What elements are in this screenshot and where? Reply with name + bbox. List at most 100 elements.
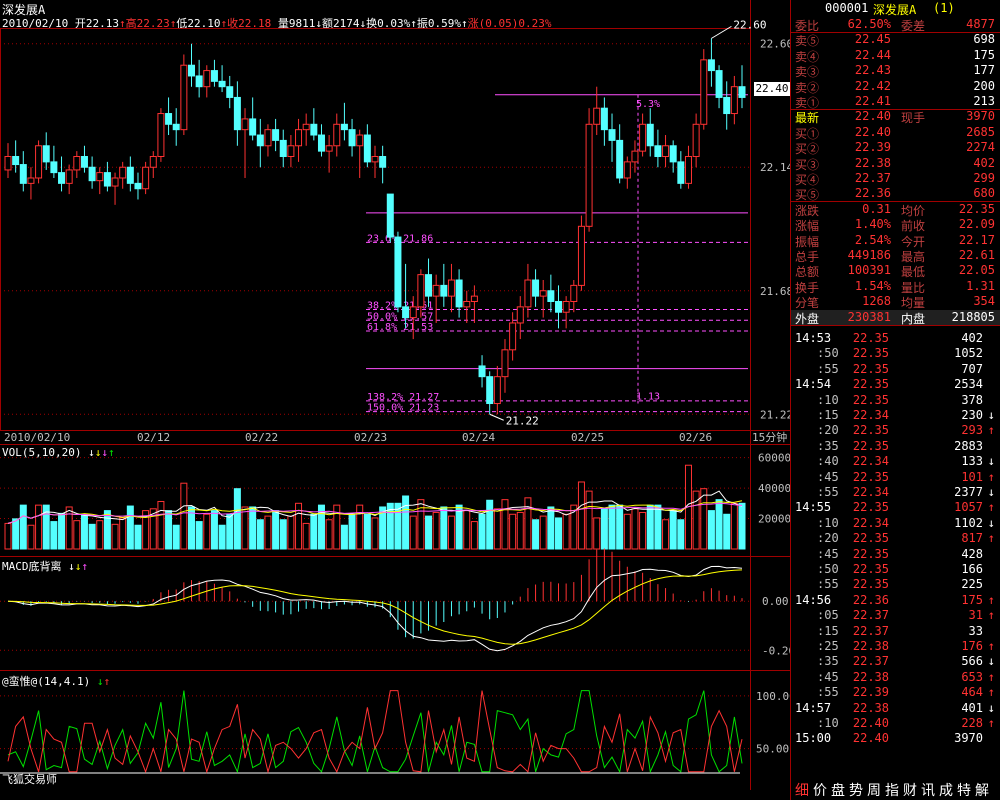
tick-volume: 176 <box>961 639 983 653</box>
open-value: 22.13 <box>85 17 119 30</box>
volume-bar <box>440 506 448 550</box>
volume-bar <box>463 510 471 550</box>
tick-row[interactable]: :35 22.35 2883 <box>791 439 1000 455</box>
tick-row[interactable]: 14:54 22.35 2534 <box>791 377 1000 393</box>
volume-bar <box>730 502 738 550</box>
stat-value: 22.05 <box>958 263 995 278</box>
ask-row: 卖③ 22.43 177 <box>791 63 1000 79</box>
tick-row[interactable]: 14:56 22.36 175 ↑ <box>791 593 1000 609</box>
tick-price: 22.35 <box>852 331 889 345</box>
tick-price: 22.37 <box>852 623 889 638</box>
tick-row[interactable]: :10 22.34 1102 ↓ <box>791 516 1000 532</box>
volume-bar <box>417 499 425 550</box>
tick-volume: 2534 <box>954 377 983 392</box>
tick-time: :50 <box>817 346 839 361</box>
tick-row[interactable]: :40 22.34 133 ↓ <box>791 454 1000 470</box>
down-arrow-icon: ↓ <box>987 454 995 469</box>
tick-row[interactable]: :55 22.35 707 <box>791 362 1000 378</box>
tab-3[interactable]: 势 <box>849 783 863 799</box>
up-arrow-icon: ↑ <box>987 639 995 653</box>
bid-volume: 402 <box>973 155 995 170</box>
tick-row[interactable]: :15 22.37 33 <box>791 624 1000 640</box>
bar-info: 2010/02/10 开22.13↑高22.23↑低22.10↑收22.18 量… <box>2 17 552 30</box>
candle-body <box>73 156 81 171</box>
tick-row[interactable]: :45 22.38 653 ↑ <box>791 670 1000 686</box>
candle-body <box>210 70 218 82</box>
volume-bar <box>295 502 303 550</box>
ask-volume: 175 <box>973 47 995 62</box>
tick-row[interactable]: 14:55 22.35 1057 ↑ <box>791 500 1000 516</box>
tick-row[interactable]: :05 22.37 31 ↑ <box>791 608 1000 624</box>
candle-body <box>532 279 540 297</box>
tick-row[interactable]: :55 22.34 2377 ↓ <box>791 485 1000 501</box>
low-label: 低 <box>176 17 188 30</box>
candle-body <box>394 236 402 308</box>
candle-body <box>547 290 555 302</box>
up-arrow-icon: ↑ <box>987 500 995 515</box>
stat-value: 1268 <box>862 294 891 309</box>
tab-9[interactable]: 特 <box>957 783 971 799</box>
date-tick-label: 02/24 <box>462 431 495 444</box>
chart-area[interactable]: 深发展A 2010/02/10 开22.13↑高22.23↑低22.10↑收22… <box>0 0 790 800</box>
tab-7[interactable]: 讯 <box>921 783 935 799</box>
tick-row[interactable]: :45 22.35 101 ↑ <box>791 470 1000 486</box>
tab-4[interactable]: 周 <box>867 783 881 799</box>
bid-price: 22.37 <box>854 171 891 185</box>
tick-time: :20 <box>817 423 839 438</box>
candle-body <box>58 172 66 184</box>
tick-volume: 3970 <box>954 731 983 746</box>
volume-bar <box>96 520 104 550</box>
tick-volume: 166 <box>961 562 983 576</box>
tick-volume: 428 <box>961 546 983 561</box>
tick-time: :45 <box>817 546 839 561</box>
tick-row[interactable]: :55 22.35 225 <box>791 577 1000 593</box>
tab-0[interactable]: 细 <box>795 783 809 799</box>
tick-price: 22.35 <box>852 361 889 376</box>
candle-body <box>402 306 410 319</box>
latest-value: 22.40 <box>854 109 891 124</box>
volume-bar <box>356 504 364 550</box>
tick-row[interactable]: 15:00 22.40 3970 <box>791 731 1000 747</box>
candle-body <box>325 145 333 152</box>
stat-value: 1.40% <box>854 217 891 232</box>
bid-row: 买① 22.40 2685 <box>791 125 1000 141</box>
tick-row[interactable]: :20 22.35 293 ↑ <box>791 423 1000 439</box>
tick-row[interactable]: :25 22.38 176 ↑ <box>791 639 1000 655</box>
tab-8[interactable]: 成 <box>939 783 953 799</box>
volume-bar <box>241 506 249 550</box>
ask-price: 22.43 <box>854 63 891 78</box>
tick-row[interactable]: 14:53 22.35 402 <box>791 331 1000 347</box>
tick-row[interactable]: 14:57 22.38 401 ↓ <box>791 701 1000 717</box>
window-num: (1) <box>933 1 955 15</box>
tick-row[interactable]: :55 22.39 464 ↑ <box>791 685 1000 701</box>
low-marker-label: 21.22 <box>506 414 539 427</box>
tick-volume: 31 <box>968 608 983 623</box>
candle-body <box>539 290 547 297</box>
volume-bar <box>317 504 325 550</box>
tick-volume: 293 <box>961 423 983 438</box>
tick-row[interactable]: :10 22.40 228 ↑ <box>791 716 1000 732</box>
stat-label: 分笔 <box>795 296 820 311</box>
tick-row[interactable]: :50 22.35 166 <box>791 562 1000 578</box>
tick-row[interactable]: :35 22.37 566 ↓ <box>791 654 1000 670</box>
tick-row[interactable]: :15 22.34 230 ↓ <box>791 408 1000 424</box>
tick-row[interactable]: :10 22.35 378 <box>791 393 1000 409</box>
stat-row: 总额 100391 最低 22.05 <box>791 263 1000 279</box>
tick-volume: 817 <box>961 531 983 546</box>
stat-row: 总手 449186 最高 22.61 <box>791 248 1000 264</box>
down-arrow-icon: ↓ <box>987 654 995 669</box>
tab-5[interactable]: 指 <box>885 783 899 799</box>
tab-6[interactable]: 财 <box>903 783 917 799</box>
software-footer: 飞狐交易师 <box>2 773 57 786</box>
tick-row[interactable]: :45 22.35 428 <box>791 547 1000 563</box>
volume-bar <box>50 521 58 550</box>
fib-label: 61.8% 21.53 <box>367 322 433 333</box>
date-tick-label: 02/26 <box>679 431 712 444</box>
tick-row[interactable]: :20 22.35 817 ↑ <box>791 531 1000 547</box>
ask-label: 卖④ <box>795 49 820 64</box>
tab-2[interactable]: 盘 <box>831 783 845 799</box>
bid-row: 买④ 22.37 299 <box>791 171 1000 187</box>
tab-1[interactable]: 价 <box>813 783 827 799</box>
tick-row[interactable]: :50 22.35 1052 <box>791 346 1000 362</box>
tab-10[interactable]: 解 <box>975 783 989 799</box>
